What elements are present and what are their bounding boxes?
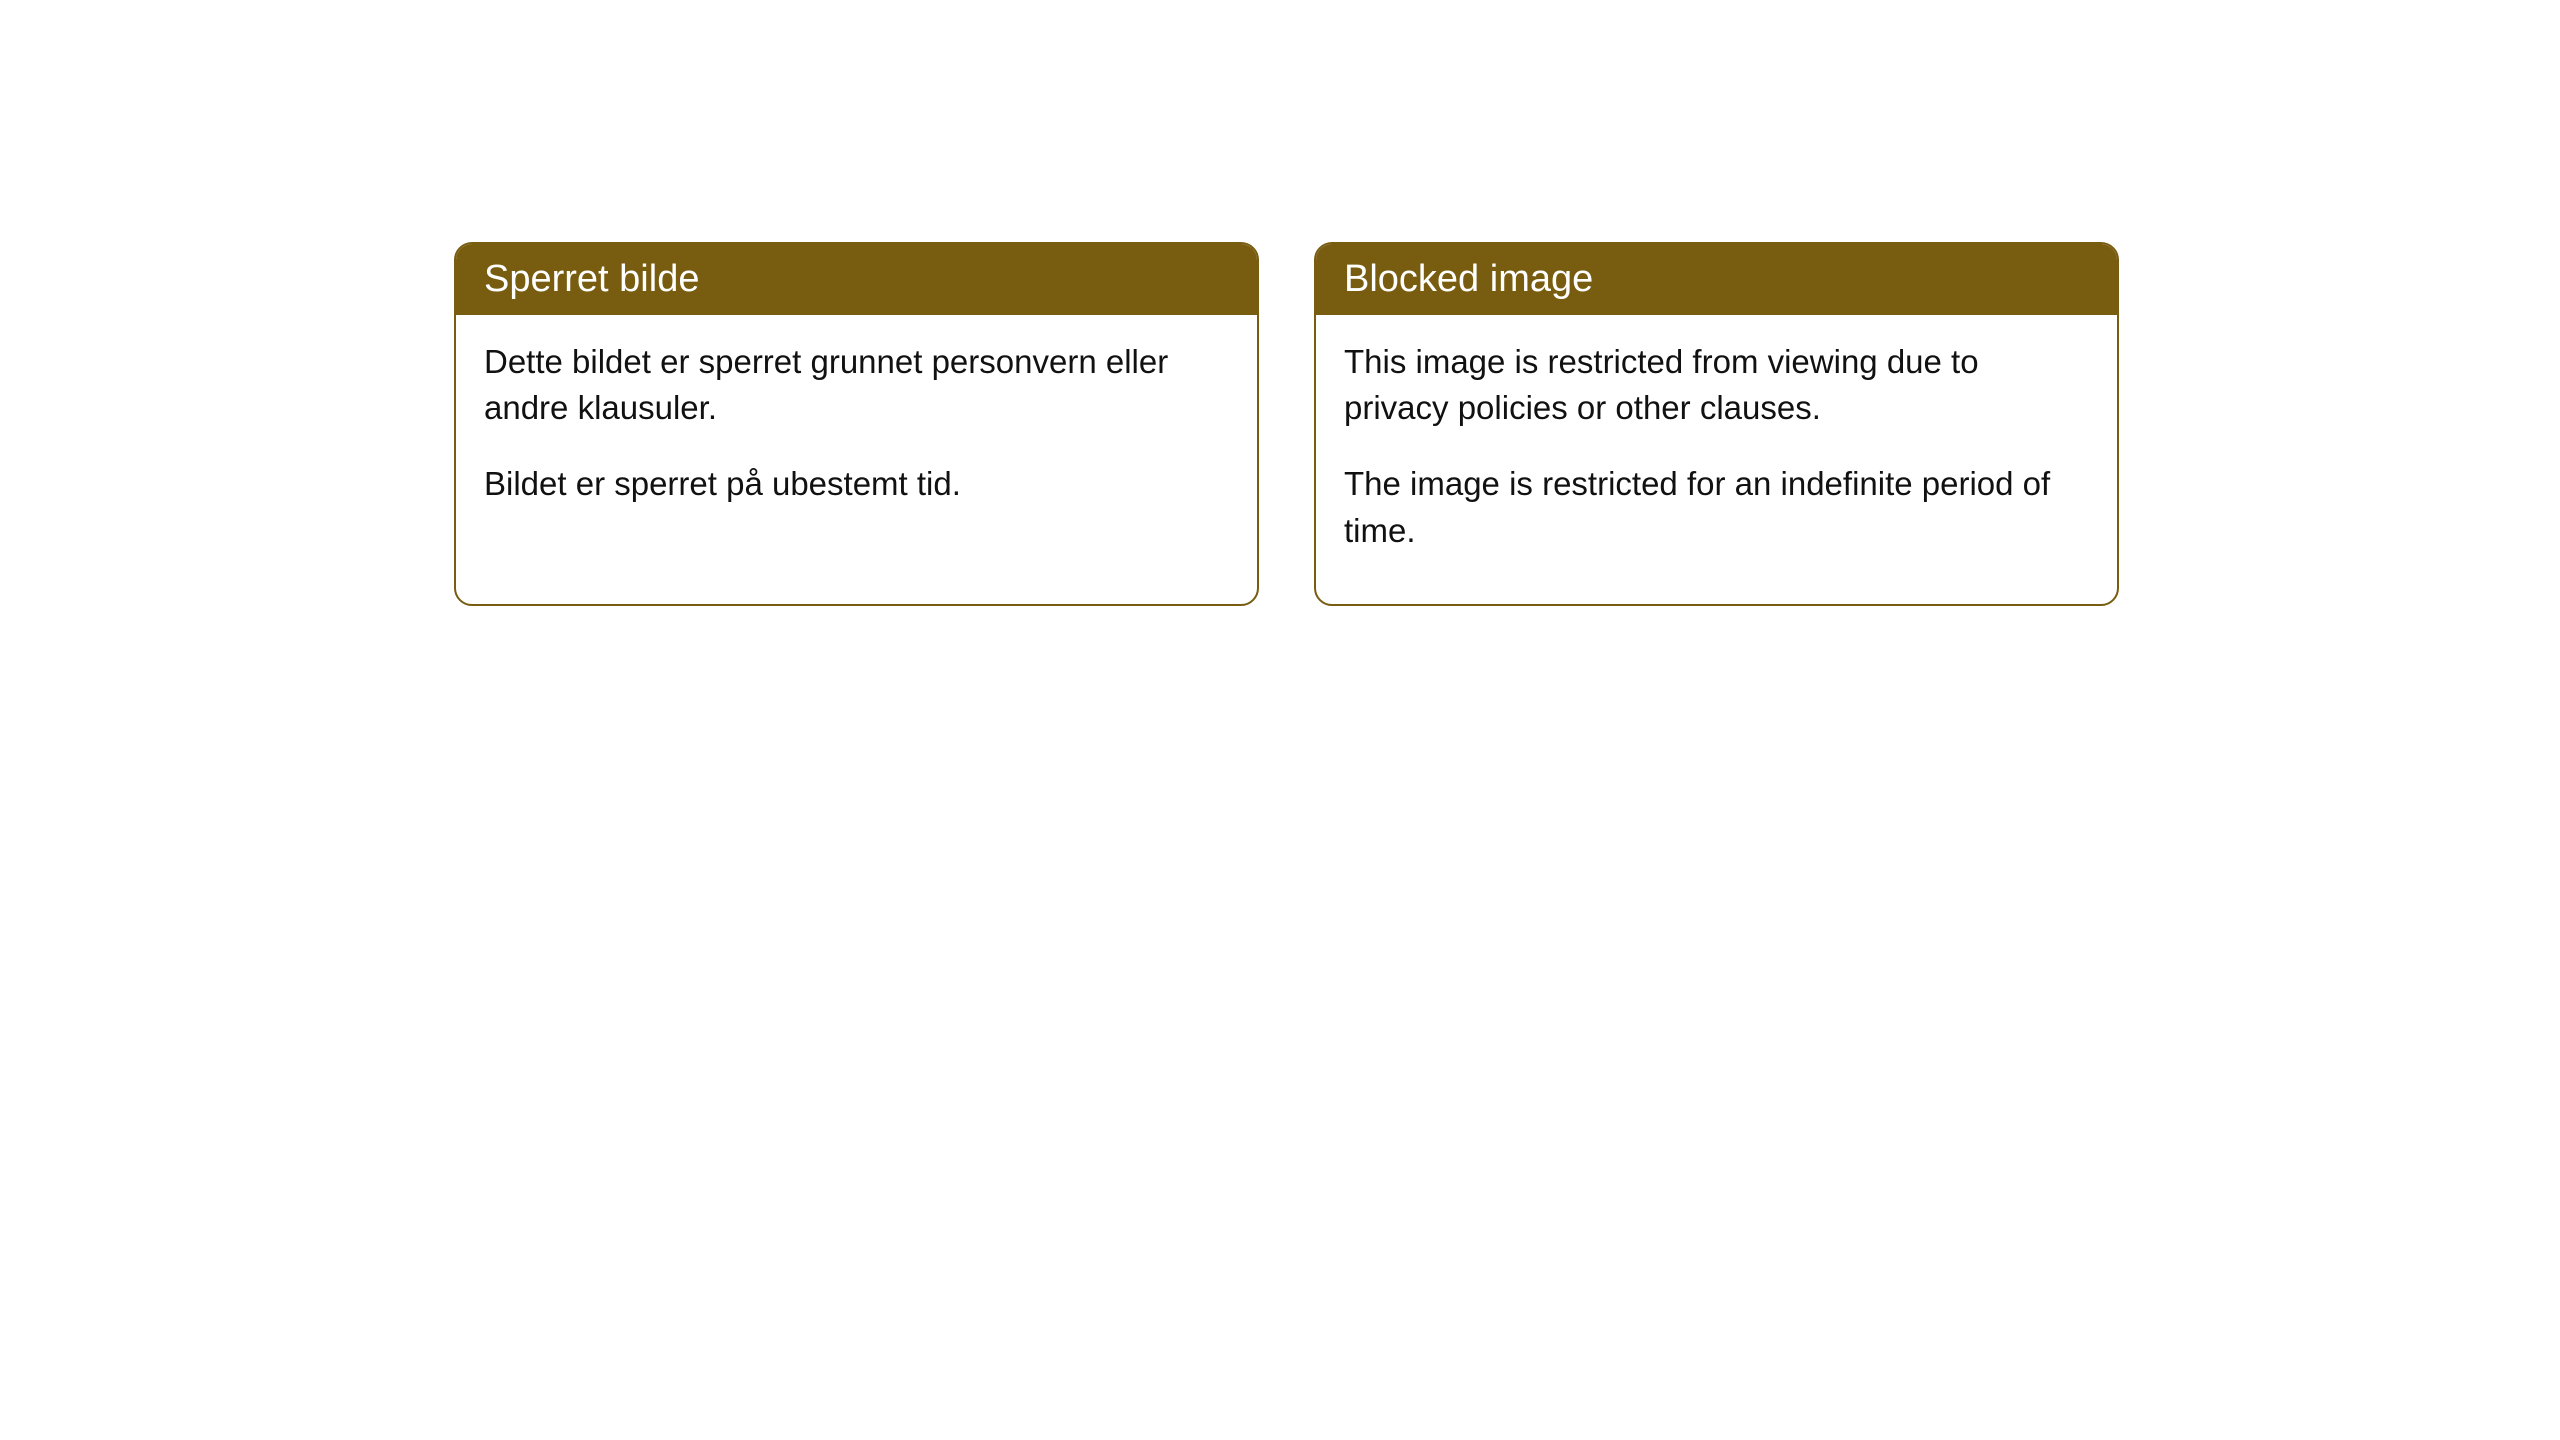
cards-container: Sperret bilde Dette bildet er sperret gr… xyxy=(454,242,2119,606)
card-header-norwegian: Sperret bilde xyxy=(456,244,1257,315)
card-body-english: This image is restricted from viewing du… xyxy=(1316,315,2117,604)
card-header-english: Blocked image xyxy=(1316,244,2117,315)
card-english: Blocked image This image is restricted f… xyxy=(1314,242,2119,606)
card-paragraph: Bildet er sperret på ubestemt tid. xyxy=(484,461,1229,507)
card-norwegian: Sperret bilde Dette bildet er sperret gr… xyxy=(454,242,1259,606)
card-body-norwegian: Dette bildet er sperret grunnet personve… xyxy=(456,315,1257,558)
card-paragraph: Dette bildet er sperret grunnet personve… xyxy=(484,339,1229,431)
card-paragraph: The image is restricted for an indefinit… xyxy=(1344,461,2089,553)
card-paragraph: This image is restricted from viewing du… xyxy=(1344,339,2089,431)
